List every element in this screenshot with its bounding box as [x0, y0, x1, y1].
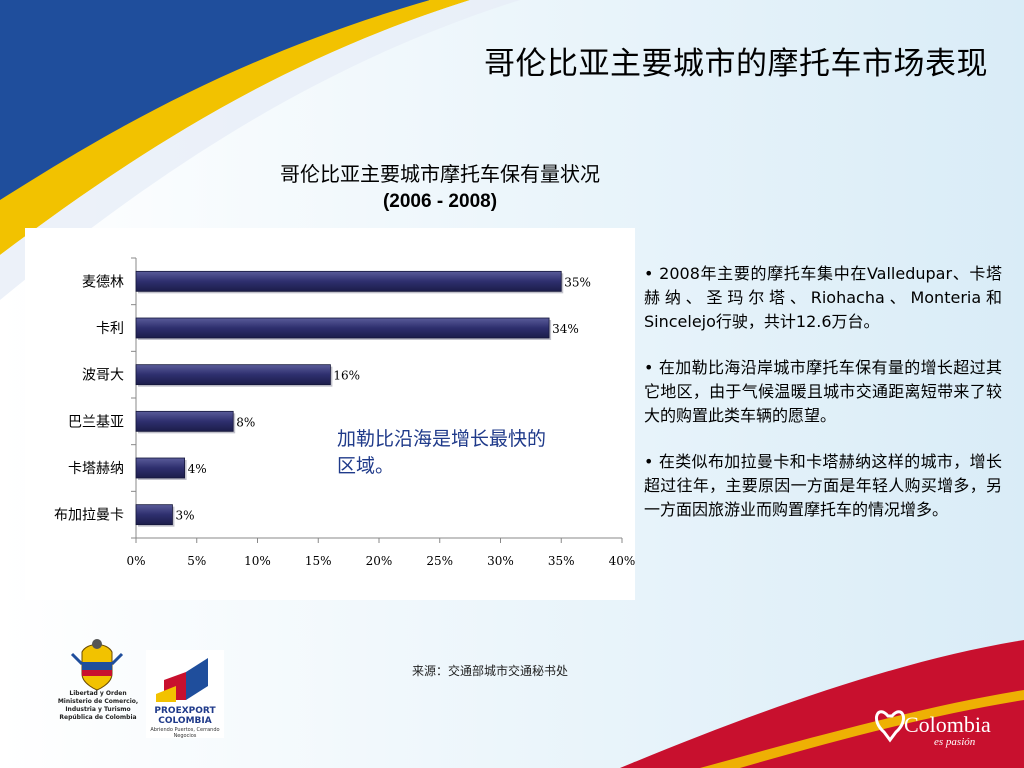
data-label: 3% — [175, 509, 194, 523]
category-label: 麦德林 — [82, 274, 124, 290]
category-label: 波哥大 — [82, 368, 124, 384]
category-label: 卡塔赫纳 — [68, 461, 124, 477]
x-tick-label: 30% — [487, 554, 514, 568]
chart-subtitle: (2006 - 2008) — [382, 191, 498, 212]
bullet-item: • 在加勒比海沿岸城市摩托车保有量的增长超过其它地区，由于气候温暖且城市交通距离… — [644, 358, 1002, 425]
data-label: 34% — [552, 322, 579, 336]
colombia-brand-word: Colombia — [904, 712, 991, 737]
x-tick-label: 15% — [305, 554, 332, 568]
data-label: 4% — [188, 462, 207, 476]
chart-panel: 麦德林 35% 卡利 34% 波哥大 16% 巴兰基亚 8% 卡塔赫纳 4% 布加拉曼卡 3% 0% 5%… — [25, 228, 635, 600]
colombia-brand-logo — [874, 710, 906, 743]
proexport-name: PROEXPORT COLOMBIA — [154, 706, 216, 726]
x-tick-label: 10% — [244, 554, 271, 568]
data-label: 35% — [564, 275, 591, 289]
proexport-logo — [146, 650, 224, 738]
bar — [135, 364, 331, 386]
chart-annotation: 加勒比沿海是增长最快的区域。 — [337, 428, 547, 477]
x-tick-label: 20% — [366, 554, 393, 568]
bar — [135, 410, 234, 432]
chart-title: 哥伦比亚主要城市摩托车保有量状况 — [280, 162, 600, 186]
x-tick-label: 25% — [426, 554, 453, 568]
coat-of-arms-logo — [70, 639, 124, 691]
bullet-item: • 在类似布加拉曼卡和卡塔赫纳这样的城市，增长超过往年，主要原因一方面是年轻人购… — [644, 452, 1002, 519]
x-tick-label: 40% — [609, 554, 635, 568]
chart-title-block: 哥伦比亚主要城市摩托车保有量状况 (2006 - 2008) — [180, 160, 700, 216]
source-note: 来源：交通部城市交通秘书处 — [411, 664, 568, 678]
x-tick-label: 35% — [548, 554, 575, 568]
category-label: 巴兰基亚 — [68, 413, 124, 430]
ministry-logo-text: Libertad y Orden Ministerio de Comercio,… — [57, 690, 139, 721]
bullet-list: • 2008年主要的摩托车集中在Valledupar、卡塔赫纳、圣玛尔塔、Rio… — [644, 262, 1002, 544]
bar — [135, 317, 550, 339]
bar-chart: 麦德林 35% 卡利 34% 波哥大 16% 巴兰基亚 8% 卡塔赫纳 4% 布加拉曼卡 3% 0% 5%… — [54, 257, 635, 568]
bar — [135, 270, 562, 292]
bar — [135, 457, 185, 479]
slide-title: 哥伦比亚主要城市的摩托车市场表现 — [484, 46, 988, 82]
data-label: 8% — [236, 415, 255, 429]
category-label: 卡利 — [96, 321, 124, 337]
bar — [135, 504, 173, 526]
category-label: 布加拉曼卡 — [54, 508, 124, 524]
x-tick-label: 5% — [187, 554, 206, 568]
proexport-slogan: Abriendo Puertos, Cerrando Negocios — [150, 727, 220, 739]
x-tick-label: 0% — [126, 554, 145, 568]
bullet-item: • 2008年主要的摩托车集中在Valledupar、卡塔赫纳、圣玛尔塔、Rio… — [644, 264, 1002, 331]
colombia-brand-tagline: es pasión — [934, 736, 976, 748]
data-label: 16% — [333, 369, 360, 383]
